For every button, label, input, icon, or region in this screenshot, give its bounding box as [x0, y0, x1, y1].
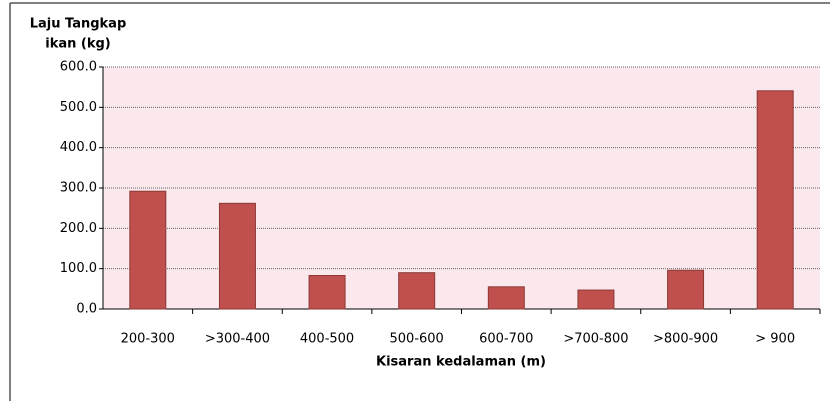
bar	[756, 90, 794, 310]
x-tick-label: >300-400	[205, 332, 270, 347]
y-tick-label: 600.0	[60, 60, 97, 75]
y-tick-label: 400.0	[60, 140, 97, 155]
x-tick-label: >800-900	[653, 332, 718, 347]
x-tick-label: 600-700	[479, 332, 533, 347]
y-axis-title: Laju Tangkap	[30, 17, 127, 32]
bar	[308, 275, 346, 310]
bar	[577, 289, 615, 310]
bar	[129, 190, 167, 310]
bar	[218, 202, 256, 310]
y-tick-label: 300.0	[60, 181, 97, 196]
y-tick-label: 500.0	[60, 100, 97, 115]
bar	[667, 269, 705, 310]
x-axis-title: Kisaran kedalaman (m)	[376, 355, 546, 370]
y-tick-label: 200.0	[60, 221, 97, 236]
x-tick-label: > 900	[755, 332, 795, 347]
x-tick-label: 400-500	[300, 332, 354, 347]
y-tick-label: 100.0	[60, 261, 97, 276]
x-tick-label: >700-800	[563, 332, 628, 347]
x-tick-label: 200-300	[121, 332, 175, 347]
x-tick-label: 500-600	[390, 332, 444, 347]
y-tick-label: 0.0	[76, 302, 97, 317]
bar	[487, 286, 525, 310]
y-axis-title: ikan (kg)	[45, 37, 111, 52]
bar	[398, 272, 436, 310]
